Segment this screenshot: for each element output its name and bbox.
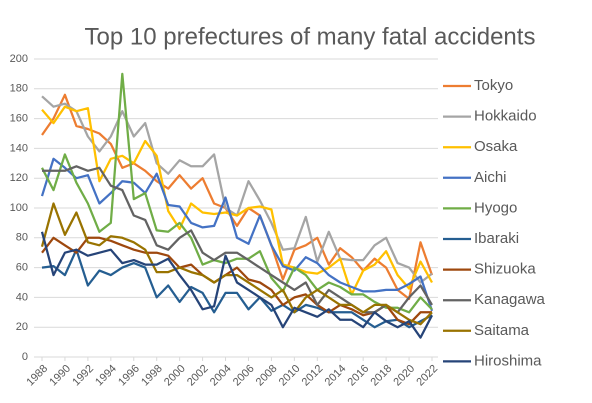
series-line xyxy=(41,72,433,314)
y-tick-label: 200 xyxy=(10,53,28,65)
legend-label: Saitama xyxy=(474,322,530,339)
legend-label: Ibaraki xyxy=(474,230,519,247)
y-tick-label: 60 xyxy=(16,262,28,274)
y-tick-label: 0 xyxy=(22,351,28,363)
y-tick-label: 160 xyxy=(10,113,28,125)
legend-label: Tokyo xyxy=(474,77,513,94)
series-line xyxy=(41,105,433,296)
series-line xyxy=(40,157,434,312)
y-tick-label: 120 xyxy=(10,172,28,184)
chart-title: Top 10 prefectures of many fatal acciden… xyxy=(85,23,536,50)
legend-label: Hiroshima xyxy=(474,352,542,369)
legend-label: Hyogo xyxy=(474,199,517,216)
y-tick-label: 180 xyxy=(10,83,28,95)
legend-label: Osaka xyxy=(474,138,518,155)
y-tick-label: 40 xyxy=(16,291,28,303)
legend-label: Shizuoka xyxy=(474,261,536,278)
series-line xyxy=(40,231,433,339)
y-tick-label: 80 xyxy=(16,232,28,244)
y-tick-label: 140 xyxy=(10,142,28,154)
y-tick-label: 20 xyxy=(16,321,28,333)
y-tick-label: 100 xyxy=(10,202,28,214)
series-line xyxy=(40,202,433,326)
legend-label: Aichi xyxy=(474,169,507,186)
series-line xyxy=(42,165,433,314)
legend-label: Hokkaido xyxy=(474,108,537,125)
legend-label: Kanagawa xyxy=(474,291,546,308)
